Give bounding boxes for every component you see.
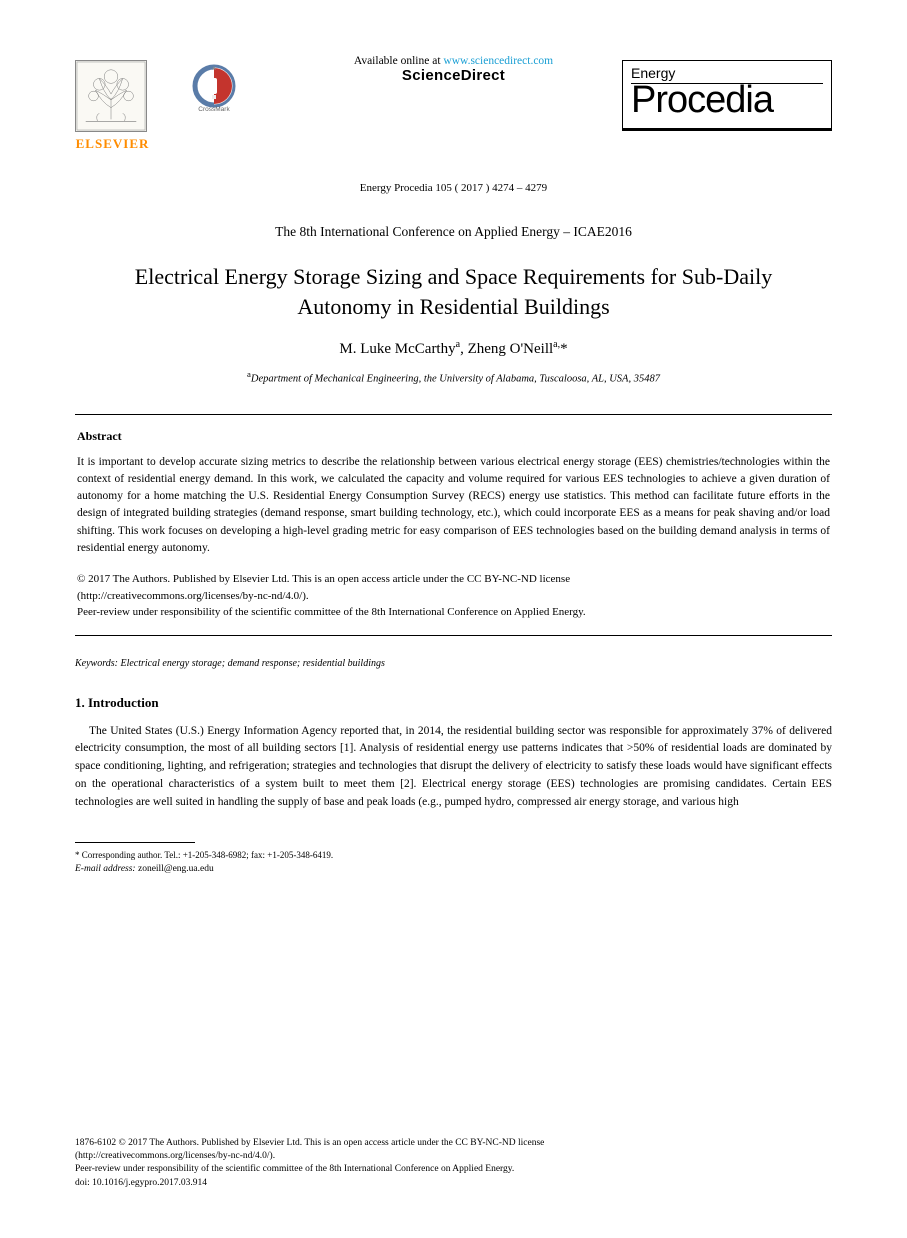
page-footer: 1876-6102 © 2017 The Authors. Published …	[75, 1137, 832, 1190]
section-1-heading: 1. Introduction	[75, 695, 832, 711]
svg-text:CrossMark: CrossMark	[198, 106, 230, 112]
abstract-box: Abstract It is important to develop accu…	[75, 414, 832, 636]
keywords-label: Keywords:	[75, 658, 120, 669]
left-logo-group: ELSEVIER CrossMark	[75, 60, 238, 152]
footnote-rule	[75, 842, 195, 843]
author-list: M. Luke McCarthya, Zheng O'Neilla,*	[75, 339, 832, 358]
elsevier-wordmark: ELSEVIER	[75, 136, 150, 152]
section-1-para-1: The United States (U.S.) Energy Informat…	[75, 723, 832, 812]
elsevier-tree-icon	[75, 60, 147, 132]
sciencedirect-wordmark: ScienceDirect	[402, 67, 505, 84]
corresponding-author-footnote: * Corresponding author. Tel.: +1-205-348…	[75, 849, 832, 877]
elsevier-logo: ELSEVIER	[75, 60, 150, 152]
conference-name: The 8th International Conference on Appl…	[75, 224, 832, 240]
keywords-text: Electrical energy storage; demand respon…	[120, 658, 384, 669]
footnote-email: zoneill@eng.ua.edu	[136, 864, 214, 874]
citation-line: Energy Procedia 105 ( 2017 ) 4274 – 4279	[75, 182, 832, 194]
journal-title-box: Energy Procedia	[622, 60, 832, 131]
affiliations: aDepartment of Mechanical Engineering, t…	[75, 368, 832, 387]
keywords-line: Keywords: Electrical energy storage; dem…	[75, 658, 832, 669]
footnote-email-label: E-mail address:	[75, 864, 136, 874]
abstract-copyright: © 2017 The Authors. Published by Elsevie…	[77, 571, 830, 621]
journal-title: Procedia	[631, 80, 823, 122]
abstract-heading: Abstract	[77, 429, 830, 444]
abstract-body: It is important to develop accurate sizi…	[77, 454, 830, 558]
availability-line: Available online at www.sciencedirect.co…	[354, 55, 553, 84]
sciencedirect-link[interactable]: www.sciencedirect.com	[443, 55, 553, 67]
crossmark-icon[interactable]: CrossMark	[190, 64, 238, 112]
paper-title: Electrical Energy Storage Sizing and Spa…	[95, 262, 812, 321]
available-prefix: Available online at	[354, 55, 444, 67]
